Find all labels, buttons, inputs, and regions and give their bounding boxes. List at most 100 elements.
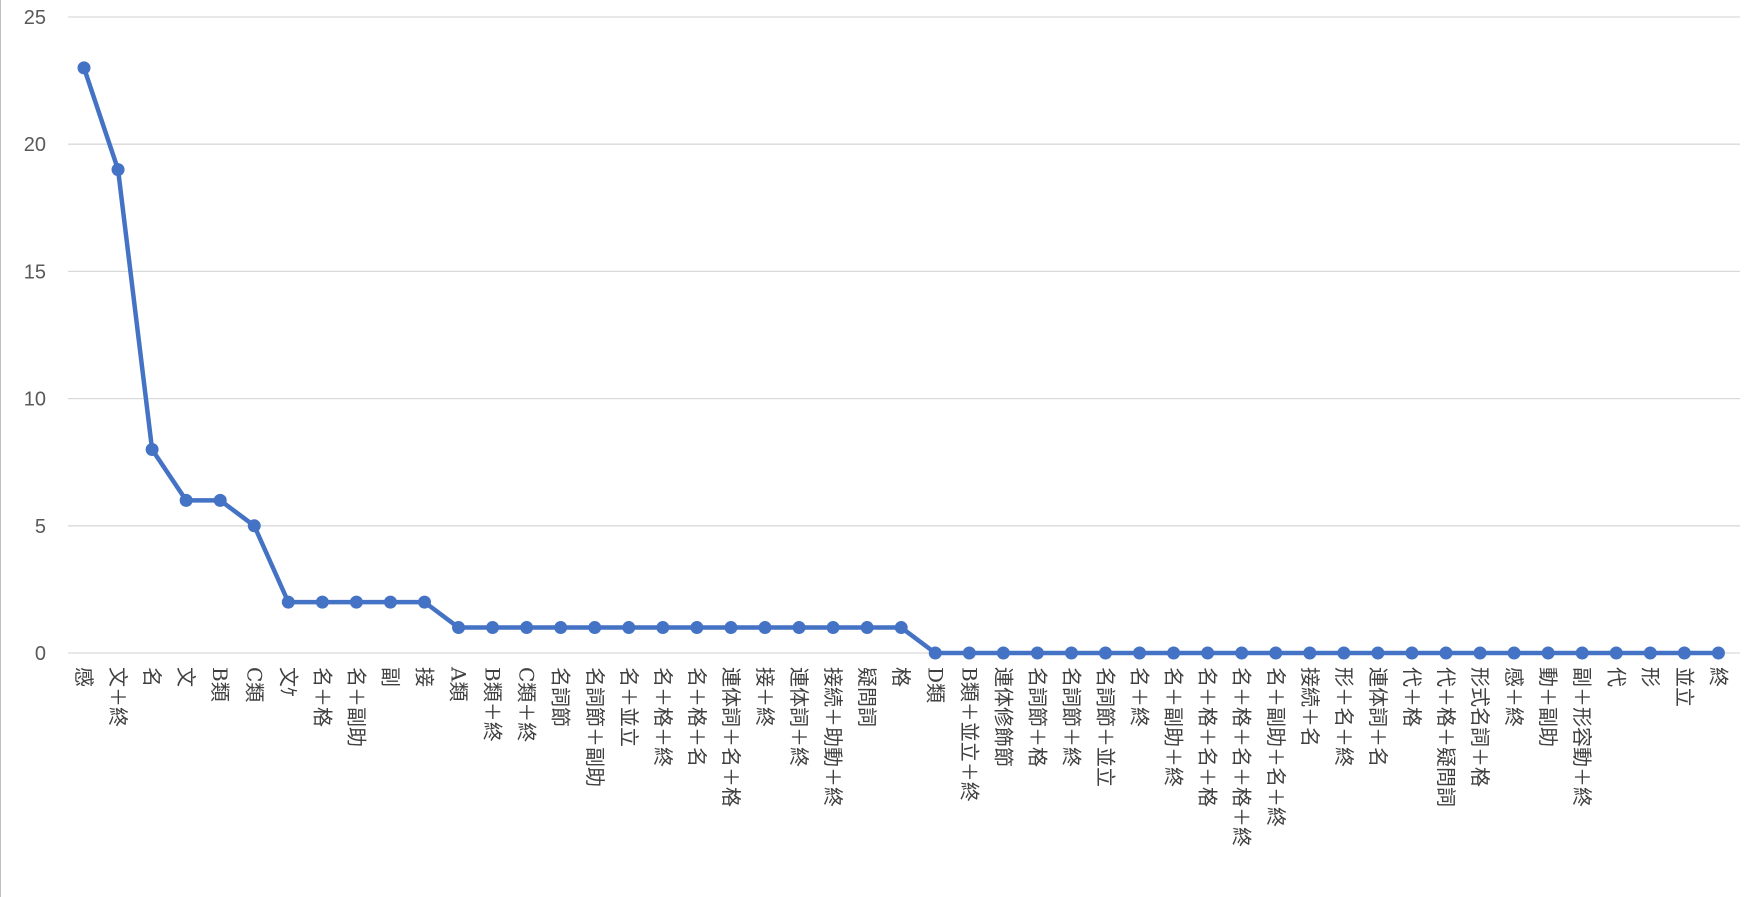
y-tick-label: 0 (35, 643, 46, 665)
y-tick-label: 5 (35, 516, 46, 538)
x-tick-label: 連体詞＋名＋格 (719, 667, 743, 807)
data-point (1099, 646, 1112, 660)
data-point (826, 621, 840, 635)
data-point (1507, 646, 1521, 660)
series (77, 61, 1725, 660)
x-tick-label: C類＋終 (515, 667, 539, 742)
x-tick-label: 並立 (1672, 667, 1696, 707)
y-tick-label: 25 (24, 7, 46, 29)
data-point (996, 646, 1010, 660)
data-point (792, 621, 806, 635)
data-point (1167, 646, 1181, 660)
x-tick-label: 副＋形容動＋終 (1570, 667, 1594, 807)
data-point (281, 595, 295, 609)
x-tick-label: 形＋名＋終 (1332, 667, 1356, 767)
x-tick-label: 接＋終 (753, 667, 777, 727)
data-point (1371, 646, 1385, 660)
x-tick-label: 名＋副助＋名＋終 (1264, 667, 1288, 827)
data-point (1133, 646, 1147, 660)
x-tick-label: 接続＋名 (1298, 667, 1322, 747)
data-point (1064, 646, 1078, 660)
x-tick-label: 連体詞＋終 (787, 667, 811, 767)
x-tick-label: 文 (174, 667, 198, 687)
data-point (1643, 646, 1657, 660)
x-tick-label: 名＋副助 (344, 667, 368, 747)
x-tick-label: 代 (1604, 667, 1628, 687)
data-point (622, 621, 636, 635)
x-tick-label: 名＋格＋名＋格 (1196, 667, 1220, 807)
x-tick-label: 名 (140, 667, 164, 687)
x-tick-label: 名詞節＋並立 (1094, 667, 1118, 787)
data-point (1473, 646, 1487, 660)
data-point (111, 163, 125, 177)
data-point (1439, 646, 1453, 660)
x-tick-label: 名＋格 (310, 667, 334, 727)
x-tick-label: B類 (208, 667, 232, 702)
data-point (145, 442, 159, 456)
x-tick-label: 終 (1706, 667, 1730, 687)
x-tick-label: 代＋格 (1400, 667, 1424, 727)
data-point (486, 621, 500, 635)
x-tick-label: 格 (889, 667, 913, 687)
x-tick-label: 名＋終 (1128, 667, 1152, 727)
data-point (1575, 646, 1589, 660)
data-point (1303, 646, 1317, 660)
x-tick-label: 名＋格＋名＋格＋終 (1230, 667, 1254, 847)
data-point (928, 646, 942, 660)
x-tick-label: 副 (378, 667, 402, 687)
data-point (520, 621, 534, 635)
data-point (894, 621, 908, 635)
gridlines (68, 16, 1740, 654)
x-tick-label: 名＋副助＋終 (1162, 667, 1186, 787)
data-point (656, 621, 670, 635)
data-point (962, 646, 976, 660)
data-point (247, 519, 261, 533)
data-point (315, 595, 329, 609)
data-point (1609, 646, 1623, 660)
data-point (418, 595, 431, 609)
data-point (383, 595, 397, 609)
x-tick-label: 動＋副助 (1536, 667, 1560, 747)
data-point (860, 621, 874, 635)
x-tick-label: 名詞節＋副助 (583, 667, 607, 787)
x-tick-label: 形 (1638, 667, 1662, 687)
x-tick-label: 名＋格＋名 (685, 667, 709, 767)
x-tick-label: B類＋終 (481, 667, 505, 742)
data-point (588, 621, 602, 635)
data-point (1269, 646, 1283, 660)
data-point (690, 621, 704, 635)
x-tick-label: 文ｹ (276, 667, 300, 697)
x-tick-label: 名詞節＋格 (1025, 667, 1049, 767)
data-point (213, 493, 227, 507)
data-point (1337, 646, 1351, 660)
data-point (758, 621, 772, 635)
data-point (179, 493, 193, 507)
data-point (77, 61, 91, 75)
x-tick-label: 名＋格＋終 (651, 667, 675, 767)
data-point (452, 621, 466, 635)
x-tick-label: D類 (923, 667, 947, 703)
x-tick-label: 接続＋助動＋終 (821, 667, 845, 807)
y-tick-label: 10 (24, 389, 46, 411)
y-tick-label: 20 (24, 134, 46, 156)
x-tick-label: 名＋並立 (617, 667, 641, 747)
x-tick-label: B類＋並立＋終 (957, 667, 981, 802)
data-point (1235, 646, 1249, 660)
data-point (1677, 646, 1691, 660)
x-axis-ticks: 感文＋終名文 B類 C類 文ｹ 名＋格 名＋副助副接 A類 B類＋終 C類＋終 名詞節 名詞節＋副助… (72, 666, 1730, 847)
x-tick-label: 連体詞＋名 (1366, 667, 1390, 767)
data-point (1541, 646, 1555, 660)
x-tick-label: 連体修飾節 (991, 667, 1015, 767)
x-tick-label: 名詞節 (549, 667, 573, 727)
x-tick-label: 名詞節＋終 (1059, 667, 1083, 767)
x-tick-label: 文＋終 (106, 667, 130, 727)
x-tick-label: 疑問詞 (855, 667, 879, 727)
x-tick-label: 形式名詞＋格 (1468, 667, 1492, 787)
data-point (724, 621, 738, 635)
data-point (1405, 646, 1419, 660)
x-tick-label: 代＋格＋疑問詞 (1434, 667, 1458, 807)
data-point (554, 621, 568, 635)
y-tick-label: 15 (24, 261, 46, 283)
